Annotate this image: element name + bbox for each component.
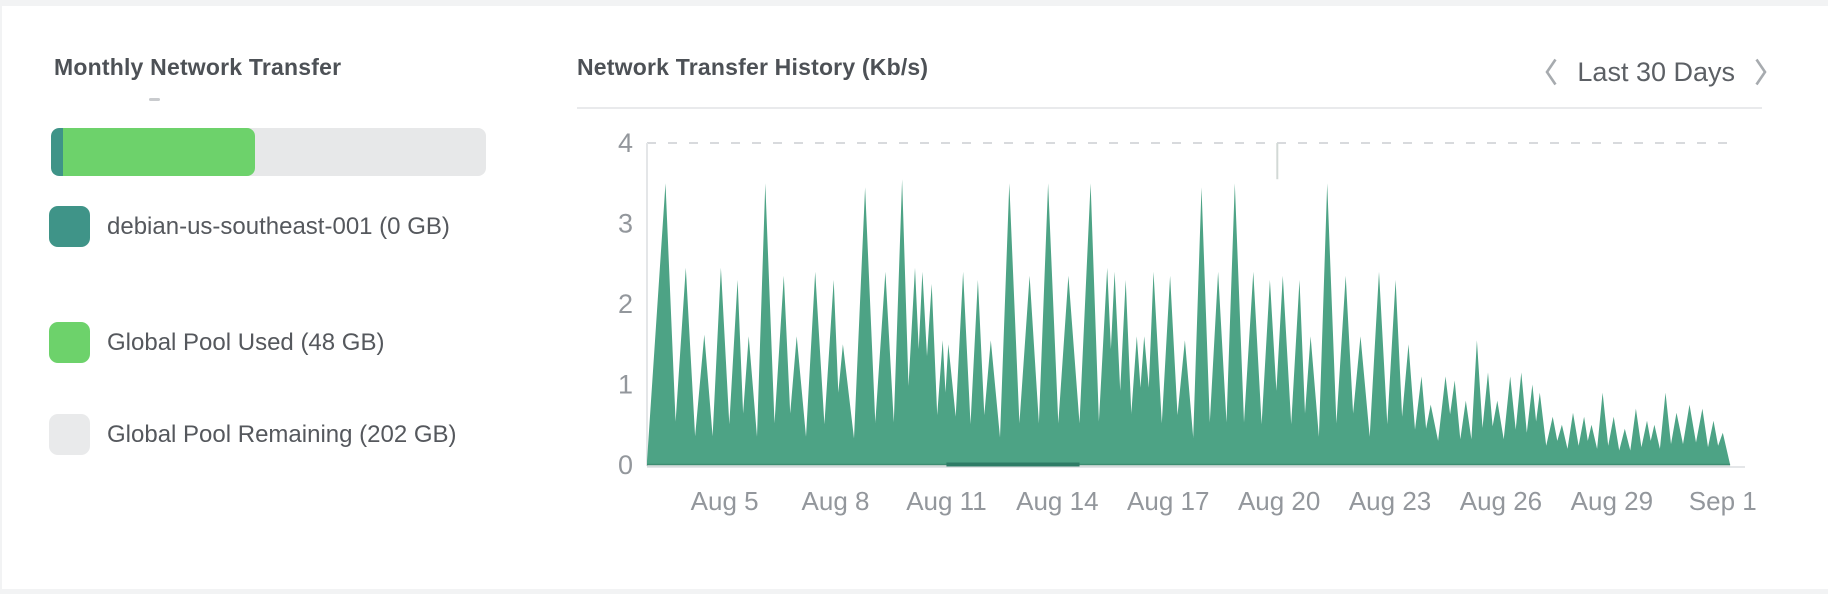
monthly-transfer-title: Monthly Network Transfer: [54, 54, 342, 80]
svg-text:Aug 23: Aug 23: [1349, 486, 1431, 516]
svg-text:4: 4: [618, 128, 633, 158]
time-range-label: Last 30 Days: [1577, 56, 1735, 87]
legend-item-pool-remaining: Global Pool Remaining (202 GB): [49, 414, 457, 455]
svg-text:Aug 8: Aug 8: [802, 486, 870, 516]
bar-segment-pool-used: [63, 128, 256, 176]
page-bottom-strip: [0, 589, 1828, 594]
legend-swatch-pool-used: [49, 322, 90, 363]
svg-text:Aug 5: Aug 5: [691, 486, 759, 516]
dashboard-card: Monthly Network Transfer debian-us-south…: [2, 6, 1828, 589]
svg-text:2: 2: [618, 289, 633, 319]
svg-text:Aug 20: Aug 20: [1238, 486, 1320, 516]
header-divider: [577, 107, 1762, 109]
svg-text:Aug 14: Aug 14: [1016, 486, 1098, 516]
bar-segment-linode: [51, 128, 64, 176]
legend-label-linode: debian-us-southeast-001 (0 GB): [107, 213, 450, 240]
legend-swatch-linode: [49, 206, 90, 247]
svg-text:0: 0: [618, 450, 633, 480]
svg-text:3: 3: [618, 209, 633, 239]
transfer-history-title: Network Transfer History (Kb/s): [577, 54, 929, 80]
title-dash: [149, 98, 160, 101]
time-range-selector: Last 30 Days: [1502, 56, 1770, 88]
legend-item-pool-used: Global Pool Used (48 GB): [49, 322, 457, 363]
svg-text:Sep 1: Sep 1: [1689, 486, 1757, 516]
legend-swatch-pool-remaining: [49, 414, 90, 455]
transfer-progress-bar: [51, 128, 486, 176]
chevron-left-icon[interactable]: [1542, 56, 1560, 88]
chevron-right-icon[interactable]: [1752, 56, 1770, 88]
legend-item-linode: debian-us-southeast-001 (0 GB): [49, 206, 457, 247]
svg-text:Aug 11: Aug 11: [906, 486, 986, 516]
svg-text:Aug 26: Aug 26: [1460, 486, 1542, 516]
svg-text:Aug 17: Aug 17: [1127, 486, 1209, 516]
legend-label-pool-used: Global Pool Used (48 GB): [107, 329, 385, 356]
svg-text:Aug 29: Aug 29: [1571, 486, 1653, 516]
svg-text:1: 1: [618, 370, 633, 400]
area-chart-canvas[interactable]: 0 1 2 3 4 Aug 5 Aug 8 Aug 11 Aug 14 Aug 17 Aug 20 A…: [577, 124, 1777, 516]
transfer-history-chart[interactable]: 0 1 2 3 4 Aug 5 Aug 8 Aug 11 Aug 14 Aug 17 Aug 20 A…: [577, 124, 1777, 516]
legend-label-pool-remaining: Global Pool Remaining (202 GB): [107, 421, 457, 448]
